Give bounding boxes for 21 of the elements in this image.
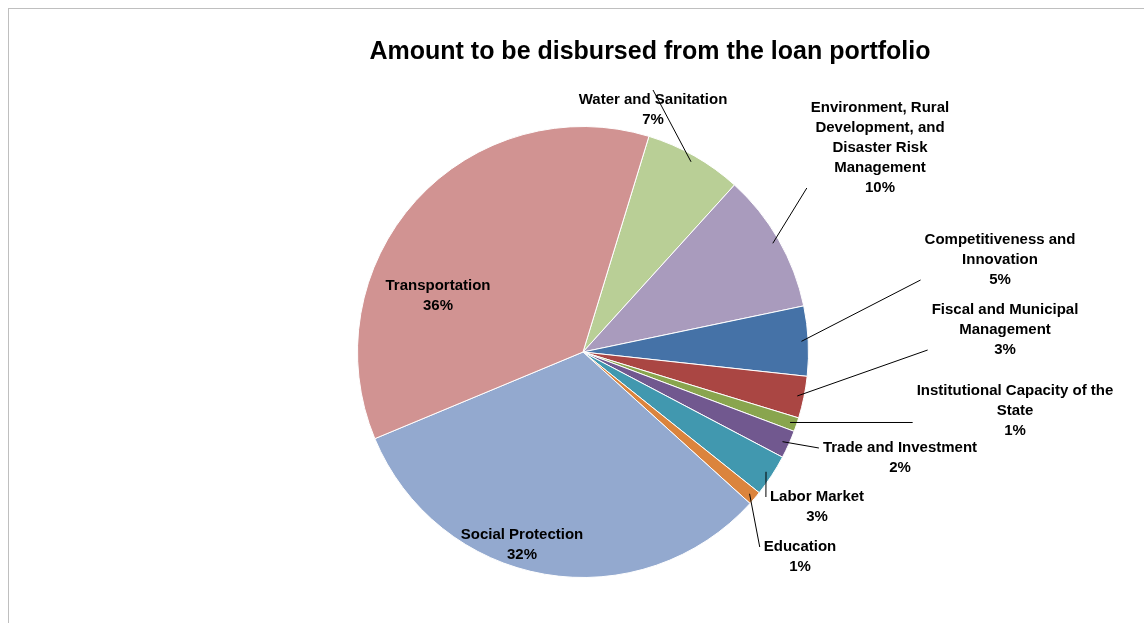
- slice-label: Labor Market: [769, 487, 865, 505]
- slice-label: Transportation: [385, 276, 491, 294]
- data-label: 3%: [994, 340, 1016, 358]
- slice-label: Trade and Investment: [822, 438, 978, 456]
- slice-label: Institutional Capacity of the State: [916, 381, 1114, 419]
- chart-title: Amount to be disbursed from the loan portfolio: [369, 35, 931, 64]
- slice-label: Water and Sanitation: [578, 90, 728, 108]
- data-label: 5%: [989, 270, 1011, 288]
- slice-label: Social Protection: [460, 525, 584, 543]
- data-label: 7%: [642, 110, 664, 128]
- slice-label: Environment, Rural Development, and Disaster Risk Management: [810, 98, 950, 176]
- data-label: 36%: [422, 296, 454, 314]
- data-label: 32%: [506, 545, 538, 563]
- data-label: 1%: [789, 557, 811, 575]
- data-label: 3%: [806, 507, 828, 525]
- slice-label: Education: [763, 537, 837, 555]
- data-label: 10%: [864, 178, 896, 196]
- slice-label: Competitiveness and Innovation: [924, 230, 1076, 268]
- data-label: 1%: [1004, 421, 1026, 439]
- slice-label: Fiscal and Municipal Management: [931, 300, 1079, 338]
- data-label: 2%: [889, 458, 911, 476]
